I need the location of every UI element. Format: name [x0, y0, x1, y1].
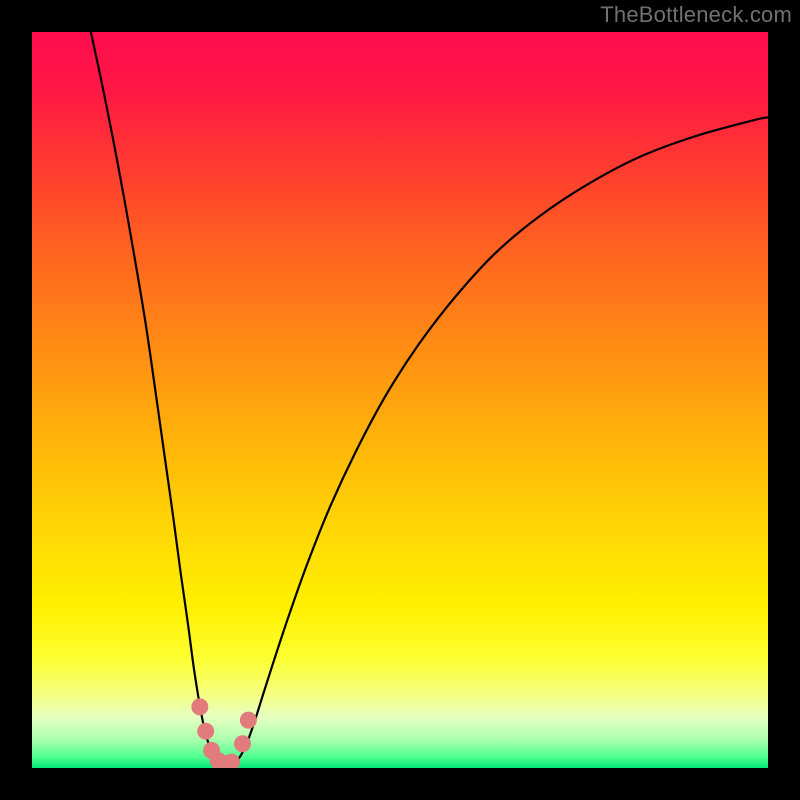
curve-marker [197, 723, 214, 740]
curve-marker [234, 735, 251, 752]
watermark-text: TheBottleneck.com [600, 2, 792, 28]
curve-marker [240, 712, 257, 729]
chart-background [32, 32, 768, 768]
curve-marker [191, 698, 208, 715]
chart-container [32, 32, 768, 768]
bottleneck-chart [32, 32, 768, 768]
